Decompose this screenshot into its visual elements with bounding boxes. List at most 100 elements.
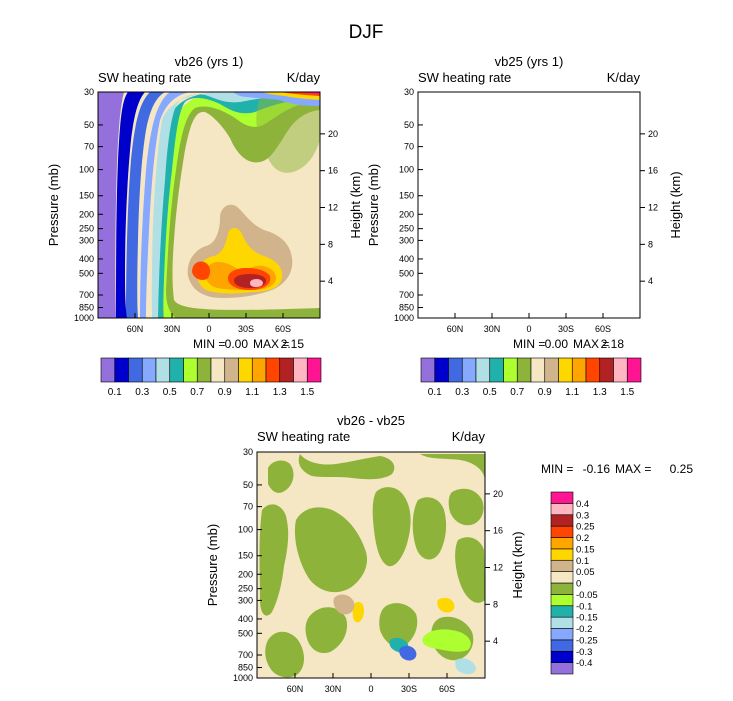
y-tick-label: 250 xyxy=(79,224,94,234)
y-tick-label: 500 xyxy=(238,628,253,638)
y-tick-label: 300 xyxy=(399,235,414,245)
panel-diff: vb26 - vb25 SW heating rate K/day xyxy=(205,413,693,694)
panel-vb26: vb26 (yrs 1) SW heating rate K/day xyxy=(46,54,363,398)
contour-field xyxy=(418,92,640,318)
y-tick-label: 30 xyxy=(243,447,253,457)
colorbar-label: 0.2 xyxy=(576,533,589,544)
y-tick-label: 400 xyxy=(79,254,94,264)
y-tick-label: 100 xyxy=(399,165,414,175)
panel-title: vb26 - vb25 xyxy=(337,413,405,428)
y-tick-label: 500 xyxy=(399,268,414,278)
y2-tick-label: 4 xyxy=(648,276,653,286)
right-string: K/day xyxy=(452,429,486,444)
y-tick-label: 30 xyxy=(404,87,414,97)
x-tick-label: 30N xyxy=(164,324,181,334)
colorbar-label: 0.5 xyxy=(163,387,177,398)
x-tick-label: 60N xyxy=(287,684,304,694)
colorbar-label: 0.4 xyxy=(576,499,589,510)
y-tick-label: 1000 xyxy=(74,313,94,323)
y2-tick-label: 16 xyxy=(648,166,658,176)
colorbar-box xyxy=(599,357,614,383)
colorbar-box xyxy=(516,357,532,383)
contour-field xyxy=(257,452,485,678)
y2-tick-label: 8 xyxy=(328,239,333,249)
colorbar-box xyxy=(550,537,574,550)
colorbar-box xyxy=(550,605,574,618)
x-tick-label: 60S xyxy=(595,324,611,334)
y2-tick-label: 4 xyxy=(328,276,333,286)
y-tick-label: 700 xyxy=(399,290,414,300)
colorbar-box xyxy=(571,357,587,383)
y-tick-label: 70 xyxy=(243,502,253,512)
colorbar-label: -0.15 xyxy=(576,613,598,624)
x-tick-label: 30S xyxy=(238,324,254,334)
colorbar-box xyxy=(141,357,157,383)
y-tick-label: 50 xyxy=(243,480,253,490)
right-string: K/day xyxy=(607,70,641,85)
colorbar-box xyxy=(251,357,267,383)
colorbar-label: 1.3 xyxy=(593,387,607,398)
y-tick-label: 1000 xyxy=(394,313,414,323)
colorbar-label: 0.9 xyxy=(538,387,552,398)
y2-tick-label: 8 xyxy=(493,599,498,609)
y2-tick-label: 12 xyxy=(493,563,503,573)
x-axis-latitude: 60N 30N 0 30S 60S xyxy=(447,313,611,334)
colorbar-box xyxy=(550,628,574,641)
min-label: MIN = xyxy=(193,337,225,351)
y2-tick-label: 16 xyxy=(328,166,338,176)
x-tick-label: 60S xyxy=(439,684,455,694)
colorbar-label: 0.7 xyxy=(510,387,524,398)
y-tick-label: 70 xyxy=(404,142,414,152)
colorbar-box xyxy=(550,514,574,527)
colorbar-label: -0.3 xyxy=(576,647,592,658)
colorbar-box xyxy=(155,357,171,383)
y2-tick-label: 20 xyxy=(493,489,503,499)
colorbar-label: 0.1 xyxy=(576,556,589,567)
colorbar-label: 0.5 xyxy=(483,387,497,398)
colorbar-label: 1.1 xyxy=(565,387,579,398)
colorbar-box xyxy=(550,582,574,595)
panel-vb25: vb25 (yrs 1) SW heating rate K/day xyxy=(366,54,683,398)
colorbar-box xyxy=(114,357,129,383)
colorbar-label: 0.15 xyxy=(576,544,595,555)
colorbar-box xyxy=(434,357,449,383)
y-tick-label: 300 xyxy=(79,235,94,245)
colorbar-box xyxy=(224,357,239,383)
y2-tick-label: 20 xyxy=(648,129,658,139)
colorbar-box xyxy=(183,357,198,383)
colorbar-box xyxy=(503,357,518,383)
colorbar-box xyxy=(550,639,574,652)
colorbar-label: 0.9 xyxy=(218,387,232,398)
x-axis-latitude: 60N 30N 0 30S 60S xyxy=(127,313,291,334)
colorbar: -0.4-0.3-0.25-0.2-0.15-0.1-0.0500.050.10… xyxy=(550,491,598,675)
y-tick-label: 700 xyxy=(238,650,253,660)
colorbar-box xyxy=(238,357,253,383)
colorbar-box xyxy=(306,357,322,383)
y2-axis-title: Height (km) xyxy=(348,171,363,238)
max-label: MAX = xyxy=(253,337,289,351)
colorbar-box xyxy=(550,559,574,572)
colorbar-box xyxy=(558,357,573,383)
colorbar-box xyxy=(550,616,574,629)
colorbar-label: 0.3 xyxy=(576,510,589,521)
colorbar-box xyxy=(210,357,226,383)
left-string: SW heating rate xyxy=(257,429,350,444)
x-tick-label: 60N xyxy=(447,324,464,334)
colorbar-box xyxy=(550,491,574,504)
max-label: MAX = xyxy=(615,462,651,476)
left-string: SW heating rate xyxy=(98,70,191,85)
y-tick-label: 200 xyxy=(399,209,414,219)
x-tick-label: 0 xyxy=(368,684,373,694)
x-tick-label: 30N xyxy=(325,684,342,694)
y-axis-title: Pressure (mb) xyxy=(46,164,61,246)
colorbar-label: 1.1 xyxy=(245,387,259,398)
y-axis-title: Pressure (mb) xyxy=(366,164,381,246)
y-tick-label: 100 xyxy=(238,525,253,535)
right-string: K/day xyxy=(287,70,321,85)
colorbar-label: 1.5 xyxy=(620,387,634,398)
max-value: 2.15 xyxy=(281,337,305,351)
y-tick-label: 150 xyxy=(79,191,94,201)
